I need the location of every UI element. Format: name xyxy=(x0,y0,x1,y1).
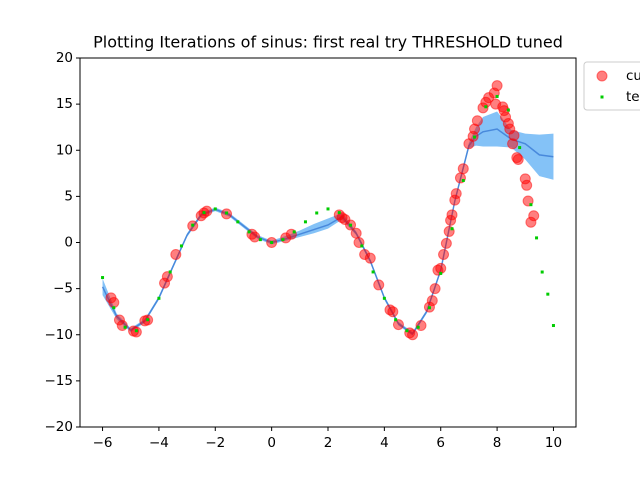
y-tick-label: 20 xyxy=(56,50,73,66)
data-point xyxy=(349,223,353,227)
data-point xyxy=(446,209,458,221)
data-point xyxy=(168,270,172,274)
data-point xyxy=(461,179,465,183)
data-point xyxy=(471,115,483,127)
data-point xyxy=(415,320,427,332)
data-point xyxy=(518,146,522,150)
data-point xyxy=(303,220,307,224)
data-point xyxy=(112,306,116,310)
data-point xyxy=(473,135,477,139)
data-point xyxy=(315,211,319,215)
y-tick-label: −20 xyxy=(45,419,74,435)
confidence-band xyxy=(102,111,554,336)
data-point xyxy=(371,270,375,274)
x-tick-label: 10 xyxy=(545,435,562,451)
data-point xyxy=(438,248,450,260)
legend-label: te xyxy=(626,89,640,105)
data-point xyxy=(191,223,195,227)
data-point xyxy=(108,296,120,308)
data-point xyxy=(407,329,419,341)
data-point xyxy=(457,163,469,175)
data-point xyxy=(495,94,499,98)
y-tick-label: 15 xyxy=(56,96,73,112)
data-point xyxy=(427,306,431,310)
data-point xyxy=(258,238,262,242)
data-point xyxy=(528,210,540,222)
x-tick-label: −2 xyxy=(205,435,225,451)
data-point xyxy=(213,207,217,211)
data-point xyxy=(551,324,555,328)
data-point xyxy=(146,318,150,322)
data-point xyxy=(179,244,183,248)
data-point xyxy=(507,138,519,150)
data-point xyxy=(382,296,386,300)
data-point xyxy=(157,296,161,300)
data-point xyxy=(512,153,524,165)
data-point xyxy=(529,203,533,207)
data-point xyxy=(161,271,173,283)
x-tick-label: −6 xyxy=(93,435,113,451)
data-point xyxy=(387,306,399,318)
y-tick-label: −5 xyxy=(53,281,73,297)
x-tick-label: 0 xyxy=(267,435,276,451)
data-point xyxy=(435,262,447,274)
data-point xyxy=(392,319,404,331)
data-point xyxy=(405,329,409,333)
data-point xyxy=(116,320,128,332)
data-point xyxy=(292,230,296,234)
data-point xyxy=(440,237,452,249)
x-tick-label: 8 xyxy=(493,435,502,451)
data-point xyxy=(270,241,274,244)
data-point xyxy=(429,283,441,295)
data-point xyxy=(326,207,330,211)
data-point xyxy=(236,220,240,224)
data-point xyxy=(546,292,550,296)
data-point xyxy=(506,108,510,112)
data-point xyxy=(416,325,420,329)
y-tick-label: 10 xyxy=(56,142,73,158)
data-point xyxy=(491,80,503,92)
data-point xyxy=(521,179,533,191)
x-tick-label: 2 xyxy=(324,435,333,451)
legend-marker xyxy=(596,70,608,82)
y-tick-label: −10 xyxy=(45,327,74,343)
data-point xyxy=(123,325,127,329)
data-point xyxy=(394,318,398,322)
data-point xyxy=(535,236,539,240)
y-tick-label: −15 xyxy=(45,373,74,389)
data-point xyxy=(101,276,105,280)
data-point xyxy=(170,248,182,260)
x-tick-label: 4 xyxy=(380,435,389,451)
data-point xyxy=(247,230,251,234)
legend-marker xyxy=(600,95,604,99)
data-point xyxy=(450,227,454,231)
chart-title: Plotting Iterations of sinus: first real… xyxy=(93,33,563,52)
data-point xyxy=(337,211,341,215)
data-point xyxy=(202,211,206,215)
data-point xyxy=(350,227,362,239)
x-tick-label: −4 xyxy=(149,435,169,451)
data-point xyxy=(249,231,261,243)
data-point xyxy=(360,244,364,248)
data-point xyxy=(134,329,138,333)
data-point xyxy=(439,271,443,275)
y-tick-label: 5 xyxy=(64,188,73,204)
y-tick-label: 0 xyxy=(64,235,73,251)
mean-line xyxy=(101,128,554,335)
data-point xyxy=(540,270,544,274)
data-point xyxy=(373,279,385,291)
data-point xyxy=(364,252,376,264)
data-point xyxy=(225,211,229,215)
data-point xyxy=(484,105,488,109)
x-tick-label: 6 xyxy=(436,435,445,451)
legend-label: cu xyxy=(626,68,640,84)
data-point xyxy=(281,238,285,242)
data-point xyxy=(450,188,462,200)
data-point xyxy=(426,295,438,307)
